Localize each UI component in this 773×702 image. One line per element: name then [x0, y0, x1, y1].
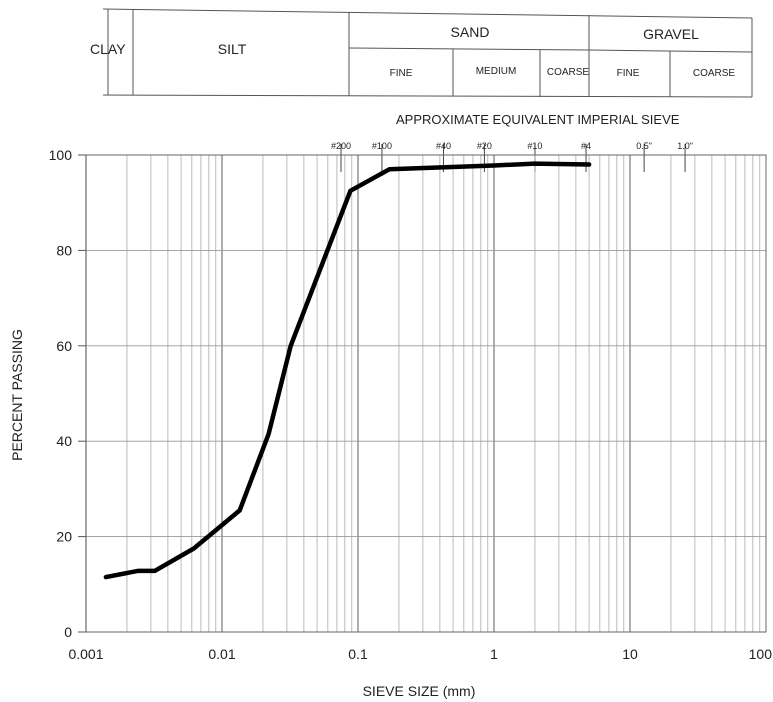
x-tick-label: 100 — [749, 646, 773, 662]
sieve-label: 0.5" — [636, 141, 652, 151]
sieve-label: #100 — [372, 141, 392, 151]
sieve-label: #40 — [436, 141, 451, 151]
gradation-curve — [103, 161, 592, 580]
y-tick-label: 0 — [64, 624, 72, 640]
sieve-label: 1.0" — [677, 141, 693, 151]
sand-subheader-line — [348, 47, 590, 51]
table-bottom-border — [102, 94, 753, 98]
sieve-marks: #200 #100 #40 #20 #10 #4 0.5" 1.0" — [331, 141, 693, 172]
plot-frame — [85, 154, 767, 633]
sand-fine-label: FINE — [390, 68, 413, 79]
y-tick-label: 40 — [56, 433, 72, 449]
x-axis-label: SIEVE SIZE (mm) — [363, 683, 476, 699]
classification-labels: CLAY SILT SAND GRAVEL FINE MEDIUM COARSE… — [90, 24, 735, 79]
classification-table — [102, 8, 753, 98]
silt-label: SILT — [218, 41, 247, 57]
sand-medium-label: MEDIUM — [476, 66, 517, 77]
gravel-coarse-label: COARSE — [693, 68, 736, 79]
sieve-label: #4 — [581, 141, 591, 151]
sieve-label: #200 — [331, 141, 351, 151]
y-tick-label: 60 — [56, 338, 72, 354]
y-tick-label: 80 — [56, 242, 72, 258]
sieve-label: #10 — [527, 141, 542, 151]
y-tick-label: 100 — [49, 147, 73, 163]
x-tick-label: 0.01 — [208, 646, 235, 662]
clay-label: CLAY — [90, 41, 126, 57]
x-axis-ticks: 0.001 0.01 0.1 1 10 100 — [68, 646, 772, 662]
gravel-fine-label: FINE — [617, 68, 640, 79]
plot-grid — [85, 154, 766, 633]
y-axis-ticks: 0 20 40 60 80 100 — [49, 147, 86, 640]
sand-coarse-label: COARSE — [547, 67, 590, 78]
y-axis-label: PERCENT PASSING — [9, 329, 25, 461]
sand-label: SAND — [451, 24, 490, 40]
x-tick-label: 0.001 — [68, 646, 103, 662]
x-tick-label: 1 — [490, 646, 498, 662]
sieve-label: #20 — [477, 141, 492, 151]
y-tick-label: 20 — [56, 529, 72, 545]
x-tick-label: 10 — [622, 646, 638, 662]
table-top-border — [102, 8, 753, 19]
x-tick-label: 0.1 — [348, 646, 368, 662]
gravel-label: GRAVEL — [643, 26, 699, 42]
sieve-title: APPROXIMATE EQUIVALENT IMPERIAL SIEVE — [396, 112, 680, 127]
